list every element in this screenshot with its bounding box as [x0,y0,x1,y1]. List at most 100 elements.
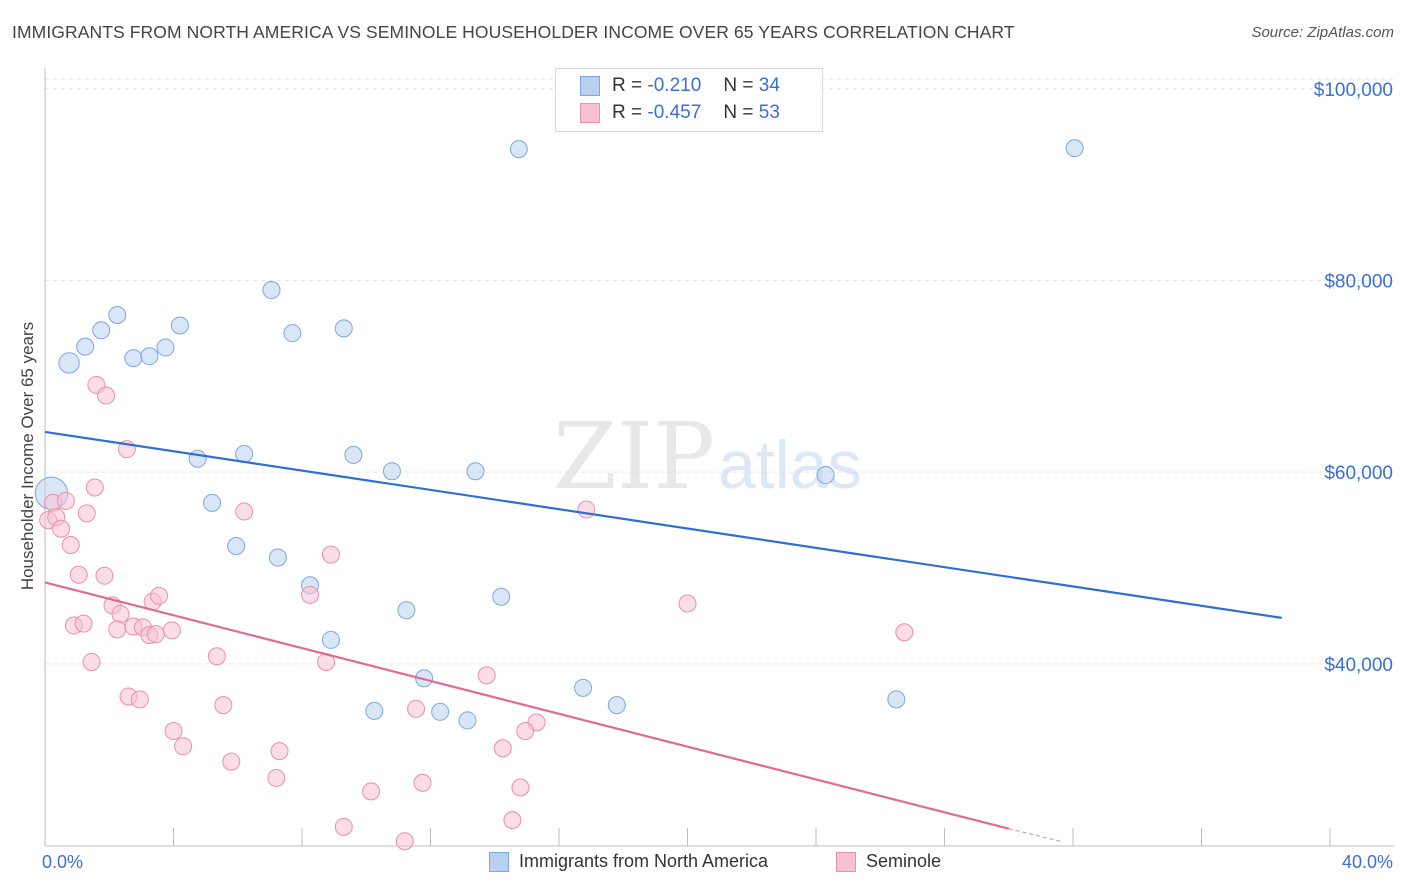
immigrants-point [816,466,835,485]
seminole-trend-extension [1008,828,1061,842]
seminole-point [214,696,233,715]
immigrants-point [140,347,159,366]
legend-n-value: 53 [758,102,780,123]
seminole-point [270,742,289,761]
legend-n-value: 34 [758,75,780,96]
seminole-point [95,566,114,585]
seminole-point [111,605,130,624]
seminole-point [207,647,226,666]
immigrants-point [887,690,906,709]
seminole-point [321,545,340,564]
legend-r-value: -0.210 [647,75,702,96]
seminole-point [413,773,432,792]
immigrants-point [58,352,80,374]
immigrants-point [509,140,528,159]
immigrants-point [1065,139,1084,158]
legend-swatch-blue [489,851,509,872]
seminole-point [493,739,512,758]
y-tick-labels: $40,000 $60,000 $80,000 $100,000 [1314,80,1393,676]
immigrants-point [458,711,477,730]
immigrants-point [156,338,175,357]
x-tick-label-max: 40.0% [1341,852,1393,872]
seminole-point [362,782,381,801]
immigrants-point [492,587,511,606]
legend-n-label: N = [723,75,754,96]
immigrants-point [76,337,95,356]
source-credit: Source: ZipAtlas.com [1251,24,1394,41]
immigrants-point [574,678,593,697]
legend-item-seminole[interactable]: Seminole [836,851,941,872]
seminole-point [395,832,414,851]
immigrants-trend-line [44,430,1282,619]
legend-r-value: -0.457 [647,102,702,123]
seminole-point [56,491,75,510]
seminole-point [150,586,169,605]
immigrants-point [607,696,626,715]
seminole-point [407,699,426,718]
immigrants-point [92,321,111,340]
immigrants-point [431,702,450,721]
seminole-point [895,623,914,642]
legend-r-label: R = [612,102,643,123]
immigrants-point [397,601,416,620]
legend-label-seminole: Seminole [866,851,942,871]
seminole-point [222,752,241,771]
immigrants-point [227,536,246,555]
correlation-legend: R = -0.210 N = 34 R = -0.457 N = 53 [555,68,823,132]
seminole-point [174,737,193,756]
immigrants-point [262,281,281,300]
watermark-zip: ZIP [553,403,715,510]
seminole-point [82,652,101,671]
chart-title: IMMIGRANTS FROM NORTH AMERICA VS SEMINOL… [12,22,1015,42]
immigrants-point [466,462,485,481]
legend-row-pink: R = -0.457 N = 53 [580,101,780,125]
axes [44,68,1394,847]
y-tick-label: $80,000 [1324,271,1393,292]
legend-swatch-pink [580,103,600,123]
seminole-point [162,621,181,640]
legend-swatch-pink [836,851,856,872]
immigrants-point [170,316,189,335]
legend-swatch-blue [580,76,600,96]
y-axis-label: Householder Income Over 65 years [18,321,37,591]
seminole-trend-line [44,581,1010,830]
seminole-point [164,721,183,740]
seminole-point [267,768,286,787]
data-points [34,139,1084,851]
seminole-point [477,666,496,685]
trend-lines [44,430,1282,842]
seminole-point [130,690,149,709]
seminole-point [69,565,88,584]
immigrants-point [188,449,207,468]
seminole-point [85,478,104,497]
immigrants-point [382,462,401,481]
legend-label-immigrants: Immigrants from North America [519,851,769,871]
immigrants-point [203,493,222,512]
immigrants-point [321,630,340,649]
seminole-point [108,620,127,639]
immigrants-point [108,305,127,324]
seminole-point [97,386,116,405]
legend-n-label: N = [723,102,754,123]
seminole-point [678,594,697,613]
immigrants-point [268,548,287,567]
watermark: ZIP atlas [553,403,862,510]
legend-row-blue: R = -0.210 N = 34 [580,74,780,98]
legend-item-immigrants[interactable]: Immigrants from North America [489,851,768,872]
seminole-point [301,585,320,604]
immigrants-point [124,349,143,368]
immigrants-point [344,445,363,464]
seminole-point [334,817,353,836]
y-tick-label: $60,000 [1324,463,1393,484]
y-tick-label: $100,000 [1314,80,1393,101]
seminole-point [235,502,254,521]
seminole-point [52,519,71,538]
legend-r-label: R = [612,75,643,96]
x-tick-label-min: 0.0% [42,852,84,872]
immigrants-point [283,324,302,343]
seminole-point [577,500,596,519]
immigrants-point [365,701,384,720]
gridlines [45,78,1394,665]
seminole-point [61,536,80,555]
